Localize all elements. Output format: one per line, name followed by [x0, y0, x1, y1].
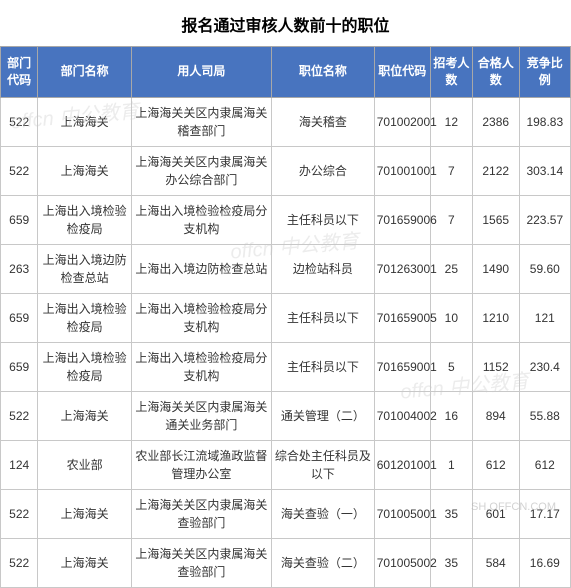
header-recruit: 招考人数 [430, 47, 472, 98]
cell-dept_code: 659 [1, 342, 38, 391]
cell-dept_name: 上海出入境边防检查总站 [38, 244, 131, 293]
cell-dept_code: 659 [1, 195, 38, 244]
cell-ratio: 17.17 [519, 489, 570, 538]
cell-ratio: 55.88 [519, 391, 570, 440]
cell-ratio: 16.69 [519, 538, 570, 587]
cell-dept_name: 上海海关 [38, 538, 131, 587]
cell-employer: 上海出入境检验检疫局分支机构 [131, 342, 271, 391]
cell-employer: 上海出入境检验检疫局分支机构 [131, 293, 271, 342]
cell-dept_code: 522 [1, 489, 38, 538]
cell-qualified: 601 [472, 489, 519, 538]
cell-position: 主任科员以下 [271, 342, 374, 391]
cell-pos_code: 701659005 [374, 293, 430, 342]
cell-dept_code: 522 [1, 391, 38, 440]
cell-dept_name: 上海出入境检验检疫局 [38, 293, 131, 342]
cell-ratio: 223.57 [519, 195, 570, 244]
table-row: 659上海出入境检验检疫局上海出入境检验检疫局分支机构主任科员以下7016590… [1, 195, 571, 244]
cell-ratio: 612 [519, 440, 570, 489]
cell-ratio: 59.60 [519, 244, 570, 293]
cell-pos_code: 601201001 [374, 440, 430, 489]
cell-pos_code: 701005001 [374, 489, 430, 538]
table-row: 522上海海关上海海关关区内隶属海关稽查部门海关稽查70100200112238… [1, 97, 571, 146]
header-qualified: 合格人数 [472, 47, 519, 98]
cell-pos_code: 701001001 [374, 146, 430, 195]
table-row: 124农业部农业部长江流域渔政监督管理办公室综合处主任科员及以下60120100… [1, 440, 571, 489]
cell-dept_code: 659 [1, 293, 38, 342]
cell-qualified: 2386 [472, 97, 519, 146]
cell-ratio: 198.83 [519, 97, 570, 146]
cell-recruit: 35 [430, 538, 472, 587]
cell-employer: 上海出入境边防检查总站 [131, 244, 271, 293]
cell-ratio: 121 [519, 293, 570, 342]
cell-dept_code: 522 [1, 146, 38, 195]
table-row: 263上海出入境边防检查总站上海出入境边防检查总站边检站科员7012630012… [1, 244, 571, 293]
cell-qualified: 1152 [472, 342, 519, 391]
cell-dept_name: 上海海关 [38, 489, 131, 538]
cell-dept_code: 263 [1, 244, 38, 293]
cell-pos_code: 701659001 [374, 342, 430, 391]
page-title: 报名通过审核人数前十的职位 [0, 0, 571, 46]
cell-position: 主任科员以下 [271, 293, 374, 342]
cell-position: 综合处主任科员及以下 [271, 440, 374, 489]
cell-dept_name: 上海海关 [38, 391, 131, 440]
cell-dept_code: 124 [1, 440, 38, 489]
cell-qualified: 1490 [472, 244, 519, 293]
header-employer: 用人司局 [131, 47, 271, 98]
cell-dept_code: 522 [1, 538, 38, 587]
cell-ratio: 230.4 [519, 342, 570, 391]
cell-qualified: 1565 [472, 195, 519, 244]
table-row: 522上海海关上海海关关区内隶属海关查验部门海关查验（二）70100500235… [1, 538, 571, 587]
cell-qualified: 612 [472, 440, 519, 489]
table-header-row: 部门代码 部门名称 用人司局 职位名称 职位代码 招考人数 合格人数 竞争比例 [1, 47, 571, 98]
cell-position: 边检站科员 [271, 244, 374, 293]
cell-dept_name: 上海出入境检验检疫局 [38, 342, 131, 391]
cell-qualified: 1210 [472, 293, 519, 342]
cell-employer: 上海海关关区内隶属海关查验部门 [131, 489, 271, 538]
cell-employer: 上海海关关区内隶属海关稽查部门 [131, 97, 271, 146]
cell-pos_code: 701005002 [374, 538, 430, 587]
table-row: 659上海出入境检验检疫局上海出入境检验检疫局分支机构主任科员以下7016590… [1, 293, 571, 342]
cell-position: 海关稽查 [271, 97, 374, 146]
cell-pos_code: 701263001 [374, 244, 430, 293]
table-row: 659上海出入境检验检疫局上海出入境检验检疫局分支机构主任科员以下7016590… [1, 342, 571, 391]
ranking-table: 部门代码 部门名称 用人司局 职位名称 职位代码 招考人数 合格人数 竞争比例 … [0, 46, 571, 588]
cell-dept_name: 农业部 [38, 440, 131, 489]
cell-position: 主任科员以下 [271, 195, 374, 244]
cell-position: 海关查验（一） [271, 489, 374, 538]
cell-employer: 上海海关关区内隶属海关查验部门 [131, 538, 271, 587]
cell-position: 办公综合 [271, 146, 374, 195]
cell-dept_name: 上海海关 [38, 97, 131, 146]
header-dept-code: 部门代码 [1, 47, 38, 98]
cell-pos_code: 701659006 [374, 195, 430, 244]
table-row: 522上海海关上海海关关区内隶属海关通关业务部门通关管理（二）701004002… [1, 391, 571, 440]
cell-position: 通关管理（二） [271, 391, 374, 440]
table-row: 522上海海关上海海关关区内隶属海关办公综合部门办公综合701001001721… [1, 146, 571, 195]
header-pos-code: 职位代码 [374, 47, 430, 98]
cell-employer: 上海海关关区内隶属海关通关业务部门 [131, 391, 271, 440]
table-row: 522上海海关上海海关关区内隶属海关查验部门海关查验（一）70100500135… [1, 489, 571, 538]
cell-dept_name: 上海海关 [38, 146, 131, 195]
header-ratio: 竞争比例 [519, 47, 570, 98]
cell-dept_code: 522 [1, 97, 38, 146]
header-dept-name: 部门名称 [38, 47, 131, 98]
cell-position: 海关查验（二） [271, 538, 374, 587]
cell-qualified: 584 [472, 538, 519, 587]
cell-employer: 上海出入境检验检疫局分支机构 [131, 195, 271, 244]
header-position: 职位名称 [271, 47, 374, 98]
cell-ratio: 303.14 [519, 146, 570, 195]
cell-employer: 上海海关关区内隶属海关办公综合部门 [131, 146, 271, 195]
cell-qualified: 2122 [472, 146, 519, 195]
cell-pos_code: 701004002 [374, 391, 430, 440]
cell-pos_code: 701002001 [374, 97, 430, 146]
cell-dept_name: 上海出入境检验检疫局 [38, 195, 131, 244]
cell-employer: 农业部长江流域渔政监督管理办公室 [131, 440, 271, 489]
cell-qualified: 894 [472, 391, 519, 440]
